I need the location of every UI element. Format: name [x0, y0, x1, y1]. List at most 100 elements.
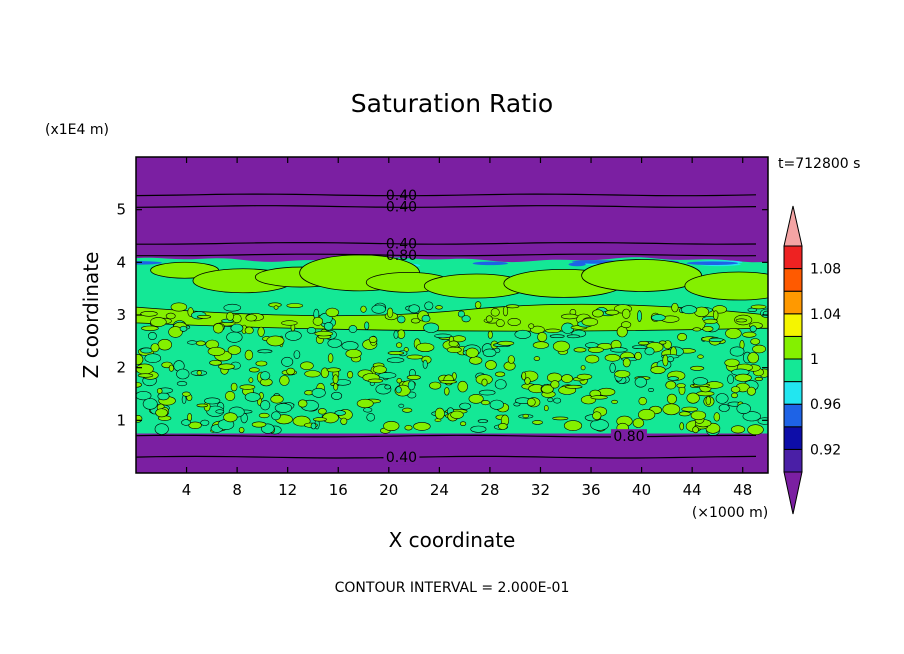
field-cell [179, 325, 188, 332]
field-cell [422, 359, 428, 369]
field-cell [581, 317, 599, 327]
field-cell [620, 321, 632, 329]
field-cell [300, 361, 314, 371]
field-cell [421, 314, 431, 323]
field-cell [505, 304, 520, 309]
field-cell [679, 422, 685, 431]
field-cell [692, 327, 702, 332]
field-cell [154, 423, 169, 435]
field-cell [218, 363, 235, 370]
field-cell [279, 375, 290, 386]
field-cell [187, 340, 198, 345]
colorbar-tick-label: 1.04 [810, 307, 841, 323]
contour-line [136, 253, 757, 257]
field-cell [736, 403, 751, 414]
field-cell [446, 346, 462, 353]
field-cell [614, 370, 631, 378]
x-tick-label: 40 [632, 481, 651, 499]
field-cell [223, 303, 242, 312]
colorbar-swatch [783, 335, 803, 360]
field-cell [611, 399, 618, 404]
field-cell [677, 332, 687, 341]
field-cell [470, 425, 487, 433]
field-cell [248, 367, 260, 373]
field-cell [286, 367, 296, 376]
y-axis-label: Z coordinate [79, 252, 103, 379]
field-cell [610, 347, 628, 353]
field-cell [524, 377, 531, 385]
field-cell [257, 349, 273, 354]
field-cell [136, 354, 144, 365]
field-cell [637, 409, 656, 421]
field-cell [727, 374, 734, 385]
field-cell [666, 393, 677, 405]
field-cell [387, 351, 405, 355]
field-cell [165, 312, 176, 320]
field-cell [402, 407, 413, 413]
field-cell [150, 317, 167, 327]
field-cell [724, 358, 740, 367]
field-cell [429, 381, 442, 390]
field-cell [680, 305, 698, 315]
field-cell [692, 426, 699, 434]
field-cell [312, 417, 327, 422]
field-cell [223, 412, 238, 423]
field-cell [396, 342, 403, 348]
field-cell [271, 411, 281, 421]
field-cell [747, 424, 764, 436]
field-cell [150, 343, 160, 353]
field-cell [396, 378, 402, 384]
field-cell [244, 349, 254, 361]
field-cell [368, 336, 378, 343]
field-cell [543, 405, 549, 412]
colorbar-tick-label: 1 [810, 352, 819, 368]
field-cell [495, 319, 505, 327]
field-cell [560, 313, 579, 320]
contour-label: 0.40 [386, 450, 417, 466]
cloud-top-streak [568, 262, 586, 267]
field-cell [281, 320, 298, 326]
colorbar-min-triangle [783, 471, 803, 515]
field-cell [481, 378, 488, 387]
field-cell [730, 386, 741, 393]
field-cell [413, 422, 431, 431]
field-cell [157, 339, 173, 351]
colorbar-swatch [783, 245, 803, 270]
field-cell [270, 394, 284, 404]
field-cell [651, 314, 666, 322]
field-cell [713, 412, 720, 422]
field-cell [461, 315, 471, 323]
field-cell [168, 364, 174, 372]
field-cell [258, 412, 270, 419]
field-cell [644, 347, 655, 356]
field-cell [387, 307, 394, 318]
field-cell [681, 406, 699, 412]
field-cell [532, 341, 550, 349]
field-cell [703, 318, 718, 325]
field-cell [552, 416, 569, 421]
field-cell [537, 331, 548, 342]
x-tick-label: 4 [182, 481, 192, 499]
field-cell [398, 403, 405, 408]
field-cell [507, 317, 521, 326]
colorbar: 1.08 1.04 1 0.96 0.92 [783, 205, 841, 515]
field-cell [404, 425, 413, 431]
field-cell [690, 365, 705, 371]
field-cell [181, 395, 187, 404]
field-cell [587, 346, 604, 353]
colorbar-tick-label: 0.96 [810, 397, 841, 413]
field-cell [136, 363, 154, 375]
field-cell [439, 379, 457, 384]
field-cell [310, 422, 317, 430]
field-cell [632, 345, 648, 350]
field-cell [662, 403, 681, 416]
field-cell [729, 346, 745, 357]
field-cell [312, 316, 324, 326]
field-cell [480, 400, 490, 406]
field-cell [702, 325, 714, 332]
field-cell [678, 411, 691, 417]
field-cell [136, 391, 152, 401]
field-cell [667, 376, 679, 381]
field-cell [408, 304, 420, 314]
